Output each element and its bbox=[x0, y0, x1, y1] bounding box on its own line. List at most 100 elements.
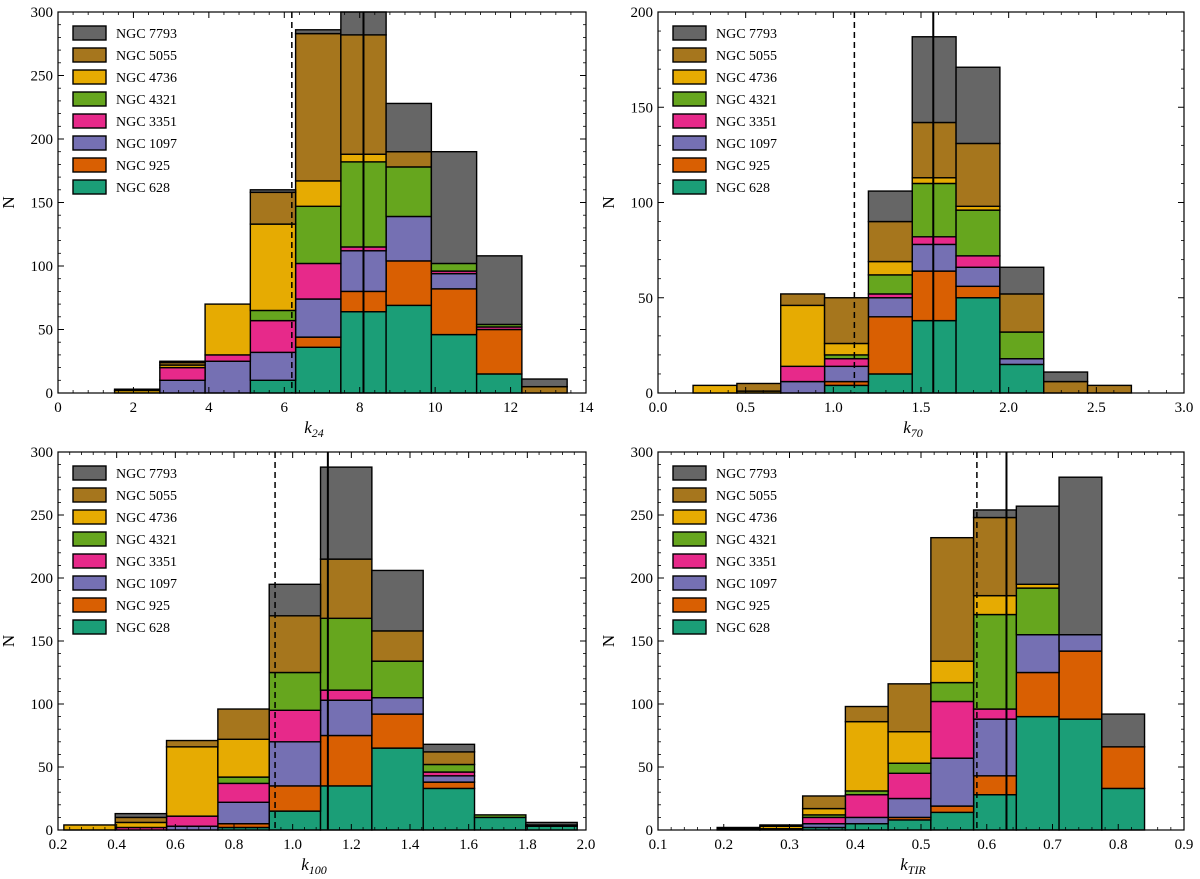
x-tick-label: 0.1 bbox=[649, 837, 668, 853]
x-tick-label: 2.0 bbox=[999, 400, 1018, 416]
y-tick-label: 50 bbox=[638, 291, 653, 307]
legend-swatch bbox=[672, 619, 707, 635]
bar bbox=[955, 142, 1001, 208]
legend-swatch bbox=[672, 25, 707, 41]
bar bbox=[692, 384, 738, 394]
legend-label: NGC 4321 bbox=[716, 533, 777, 548]
bar bbox=[1043, 371, 1089, 383]
legend-swatch bbox=[672, 91, 707, 107]
x-tick-label: 0.6 bbox=[166, 837, 185, 853]
y-tick-label: 250 bbox=[31, 508, 54, 524]
x-axis-label-subscript: TIR bbox=[908, 863, 927, 877]
legend-swatch bbox=[72, 509, 107, 525]
legend-label: NGC 4321 bbox=[116, 93, 177, 108]
x-tick-label: 1.8 bbox=[518, 837, 537, 853]
legend-swatch bbox=[72, 25, 107, 41]
y-tick-label: 200 bbox=[631, 5, 654, 21]
x-axis-label-base: k bbox=[301, 855, 309, 874]
x-axis-label: k24 bbox=[304, 418, 324, 440]
x-tick-label: 12 bbox=[503, 400, 518, 416]
bar bbox=[294, 205, 342, 265]
x-tick-label: 6 bbox=[281, 400, 289, 416]
series-ngc-3351 bbox=[780, 236, 1001, 383]
bar bbox=[294, 346, 342, 394]
bar bbox=[249, 309, 297, 322]
y-axis-label: N bbox=[599, 196, 618, 208]
bar bbox=[249, 351, 297, 381]
y-tick-label: 0 bbox=[646, 386, 654, 402]
bar bbox=[268, 671, 322, 711]
x-tick-label: 0 bbox=[54, 400, 62, 416]
bar bbox=[521, 378, 568, 388]
x-axis: 0.0 0.5 1.0 1.5 2.0 2.5 3.0 bbox=[649, 12, 1193, 416]
y-axis: 0 50 100 150 200 bbox=[631, 5, 1184, 402]
bar bbox=[385, 215, 433, 262]
y-tick-label: 150 bbox=[631, 100, 654, 116]
bars bbox=[692, 36, 1133, 394]
y-axis-label: N bbox=[0, 196, 18, 208]
y-tick-label: 150 bbox=[31, 196, 54, 212]
bar bbox=[823, 297, 870, 345]
bar bbox=[801, 795, 847, 810]
bar bbox=[867, 274, 913, 295]
y-axis: 0 50 100 150 200 250 300 bbox=[631, 445, 1184, 839]
legend: NGC 7793 NGC 5055 NGC 4736 NGC 4321 NGC 3351… bbox=[672, 25, 777, 196]
bar bbox=[823, 365, 870, 383]
bar bbox=[525, 821, 578, 826]
bar bbox=[955, 297, 1001, 394]
legend-swatch bbox=[672, 531, 707, 547]
bar bbox=[249, 319, 297, 354]
legend-swatch bbox=[72, 553, 107, 569]
bar bbox=[867, 190, 913, 223]
bar bbox=[844, 705, 889, 723]
legend-swatch bbox=[672, 509, 707, 525]
bar bbox=[422, 787, 476, 831]
legend-label: NGC 925 bbox=[116, 159, 170, 174]
legend-label: NGC 3351 bbox=[716, 555, 777, 570]
bar bbox=[249, 191, 297, 225]
x-axis-label: kTIR bbox=[900, 855, 926, 877]
y-axis: 0 50 100 150 200 250 300 bbox=[31, 445, 586, 839]
legend-label: NGC 5055 bbox=[116, 489, 177, 504]
legend-swatch bbox=[72, 179, 107, 195]
bar bbox=[867, 316, 913, 375]
legend-label: NGC 7793 bbox=[716, 467, 777, 482]
bar bbox=[823, 342, 870, 356]
legend-label: NGC 4736 bbox=[116, 511, 177, 526]
x-axis-label-base: k bbox=[900, 855, 908, 874]
x-axis: 0.2 0.4 0.6 0.8 1.0 1.2 1.4 1.6 1.8 2.0 bbox=[49, 452, 595, 853]
legend-label: NGC 7793 bbox=[116, 467, 177, 482]
series-ngc-4736 bbox=[63, 738, 270, 831]
x-axis: 0.1 0.2 0.3 0.4 0.5 0.6 0.7 0.8 0.9 bbox=[649, 452, 1193, 853]
bar bbox=[716, 826, 761, 830]
legend-swatch bbox=[72, 575, 107, 591]
bar bbox=[930, 660, 975, 684]
bar bbox=[114, 816, 168, 824]
x-tick-label: 10 bbox=[428, 400, 443, 416]
series-ngc-3351 bbox=[114, 689, 476, 831]
bar bbox=[475, 328, 523, 375]
bar bbox=[114, 821, 168, 829]
y-tick-label: 0 bbox=[646, 823, 654, 839]
bar bbox=[294, 29, 342, 35]
bar bbox=[887, 683, 932, 733]
y-tick-label: 200 bbox=[31, 132, 54, 148]
x-tick-label: 0.0 bbox=[649, 400, 668, 416]
legend-label: NGC 4736 bbox=[716, 71, 777, 86]
bar bbox=[844, 816, 889, 825]
series-ngc-4736 bbox=[692, 177, 1001, 394]
bar bbox=[930, 757, 975, 807]
bar bbox=[955, 266, 1001, 288]
x-axis-label-subscript: 70 bbox=[911, 426, 923, 440]
legend-swatch bbox=[672, 69, 707, 85]
bar bbox=[887, 762, 932, 774]
legend-label: NGC 4736 bbox=[716, 511, 777, 526]
legend-label: NGC 628 bbox=[116, 621, 170, 636]
legend: NGC 7793 NGC 5055 NGC 4736 NGC 4321 NGC 3351… bbox=[72, 25, 177, 196]
bar bbox=[385, 260, 433, 307]
bar bbox=[844, 720, 889, 792]
legend-label: NGC 628 bbox=[116, 181, 170, 196]
series-ngc-5055 bbox=[114, 558, 476, 824]
series-ngc-5055 bbox=[113, 32, 568, 394]
